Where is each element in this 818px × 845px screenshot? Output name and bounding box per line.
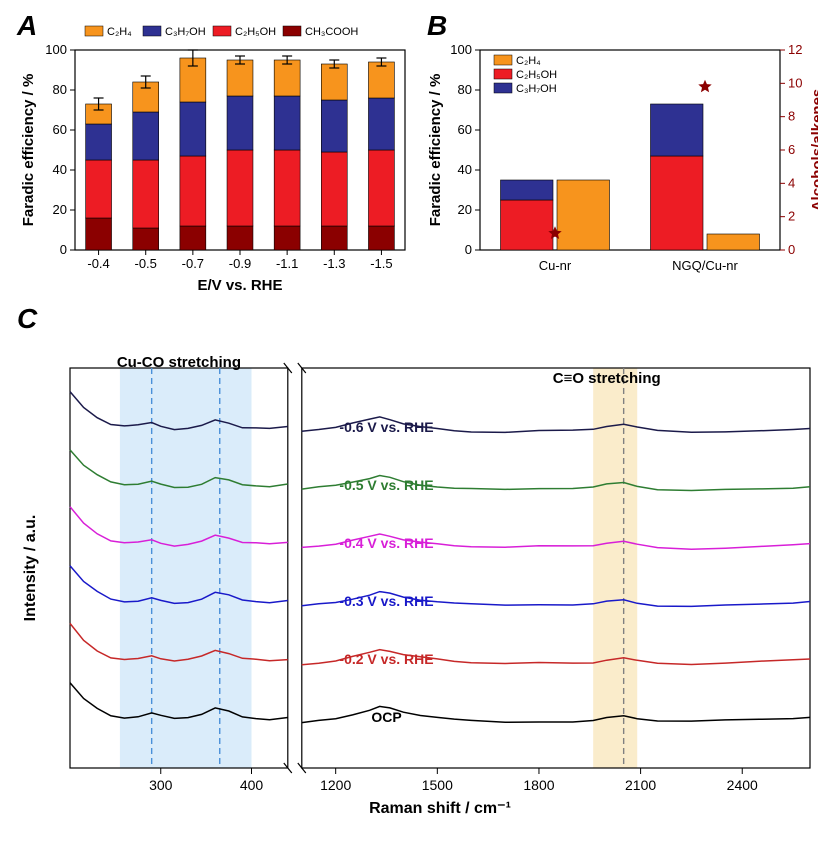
panel-c: C 30040012001500180021002400Raman shift … <box>15 308 803 823</box>
panel-b-label: B <box>427 10 447 42</box>
bar-segment <box>227 96 253 150</box>
svg-text:60: 60 <box>53 122 67 137</box>
svg-text:-0.9: -0.9 <box>229 256 251 271</box>
svg-text:C₂H₄: C₂H₄ <box>516 55 541 67</box>
svg-text:CH₃COOH: CH₃COOH <box>305 26 358 38</box>
ratio-star-marker <box>698 80 711 93</box>
svg-text:300: 300 <box>149 777 173 793</box>
svg-text:Alcohols/alkenes: Alcohols/alkenes <box>809 89 818 212</box>
svg-text:1200: 1200 <box>320 777 351 793</box>
svg-text:E/V vs. RHE: E/V vs. RHE <box>197 277 282 294</box>
trace-label: -0.6 V vs. RHE <box>339 419 433 435</box>
bar-segment <box>274 226 300 250</box>
bar-segment <box>180 156 206 226</box>
svg-text:2400: 2400 <box>727 777 758 793</box>
svg-text:2: 2 <box>788 209 795 224</box>
svg-text:-0.4: -0.4 <box>87 256 109 271</box>
annotation-text: C≡O stretching <box>553 370 661 387</box>
bar-segment <box>274 150 300 226</box>
panel-b: B 020406080100024681012Cu-nrNGQ/Cu-nrFar… <box>425 15 818 300</box>
svg-text:1500: 1500 <box>422 777 453 793</box>
svg-text:6: 6 <box>788 142 795 157</box>
svg-text:100: 100 <box>450 42 472 57</box>
svg-text:4: 4 <box>788 175 795 190</box>
svg-text:1800: 1800 <box>523 777 554 793</box>
bar-segment <box>368 150 394 226</box>
panel-c-label: C <box>17 303 37 335</box>
svg-text:100: 100 <box>45 42 67 57</box>
svg-text:80: 80 <box>53 82 67 97</box>
bar-segment <box>86 124 112 160</box>
fe-stacked-bar-chart: 0 20 40 60 80 100 -0.4 -0.5 -0.7 -0.9 -1.1 -1.3 -1.5… <box>15 15 415 300</box>
trace-label: -0.5 V vs. RHE <box>339 477 433 493</box>
svg-text:Faradic efficiency / %: Faradic efficiency / % <box>427 74 444 227</box>
bar-segment <box>227 60 253 96</box>
svg-text:0: 0 <box>788 242 795 257</box>
bar-segment <box>86 218 112 250</box>
svg-text:2100: 2100 <box>625 777 656 793</box>
svg-text:40: 40 <box>53 162 67 177</box>
svg-text:20: 20 <box>458 202 472 217</box>
bar-segment <box>227 150 253 226</box>
bar-segment <box>368 98 394 150</box>
svg-text:60: 60 <box>458 122 472 137</box>
svg-text:-1.1: -1.1 <box>276 256 298 271</box>
bar-segment <box>180 102 206 156</box>
svg-text:-0.5: -0.5 <box>135 256 157 271</box>
bar-segment <box>133 160 159 228</box>
bar-segment <box>368 226 394 250</box>
svg-text:10: 10 <box>788 75 802 90</box>
bar-segment <box>321 152 347 226</box>
bar-segment <box>321 226 347 250</box>
bar-segment <box>86 160 112 218</box>
svg-text:0: 0 <box>60 242 67 257</box>
svg-text:C₂H₅OH: C₂H₅OH <box>516 69 557 81</box>
bar-segment <box>274 60 300 96</box>
svg-text:C₂H₄: C₂H₄ <box>107 26 132 38</box>
bar-segment <box>321 64 347 100</box>
panel-a: A 020406080100-0.4-0.5-0.7-0.9-1.1-1.3-1… <box>15 15 415 300</box>
svg-text:C₃H₇OH: C₃H₇OH <box>516 83 557 95</box>
svg-text:Faradic efficiency / %: Faradic efficiency / % <box>20 74 37 227</box>
svg-text:0: 0 <box>465 242 472 257</box>
panel-a-label: A <box>17 10 37 42</box>
bar-segment <box>274 96 300 150</box>
svg-text:-0.7: -0.7 <box>182 256 204 271</box>
bar-segment <box>321 100 347 152</box>
svg-text:-1.5: -1.5 <box>370 256 392 271</box>
svg-text:80: 80 <box>458 82 472 97</box>
bar-segment <box>227 226 253 250</box>
svg-text:40: 40 <box>458 162 472 177</box>
bar-segment <box>133 228 159 250</box>
trace-label: OCP <box>371 709 401 725</box>
svg-text:-1.3: -1.3 <box>323 256 345 271</box>
svg-text:Raman shift / cm⁻¹: Raman shift / cm⁻¹ <box>369 800 511 817</box>
raman-spectra-chart: 300 400 1200 1500 1800 2100 2400 Raman shift / … <box>15 308 818 823</box>
bar-segment <box>368 62 394 98</box>
svg-text:C₃H₇OH: C₃H₇OH <box>165 26 206 38</box>
trace-label: -0.4 V vs. RHE <box>339 535 433 551</box>
trace-label: -0.2 V vs. RHE <box>339 651 433 667</box>
trace-label: -0.3 V vs. RHE <box>339 593 433 609</box>
svg-text:12: 12 <box>788 42 802 57</box>
svg-text:NGQ/Cu-nr: NGQ/Cu-nr <box>672 258 738 273</box>
fe-grouped-bar-chart: 0 20 40 60 80 100 0 2 4 6 8 10 12 Cu-nr NGQ/Cu-nr Farad… <box>425 15 818 300</box>
svg-text:Intensity / a.u.: Intensity / a.u. <box>22 515 39 622</box>
svg-text:Cu-nr: Cu-nr <box>539 258 572 273</box>
svg-text:20: 20 <box>53 202 67 217</box>
svg-text:400: 400 <box>240 777 264 793</box>
svg-text:8: 8 <box>788 109 795 124</box>
bar-segment <box>133 112 159 160</box>
svg-text:C₂H₅OH: C₂H₅OH <box>235 26 276 38</box>
annotation-text: Cu-CO stretching <box>117 354 241 371</box>
bar-segment <box>180 226 206 250</box>
